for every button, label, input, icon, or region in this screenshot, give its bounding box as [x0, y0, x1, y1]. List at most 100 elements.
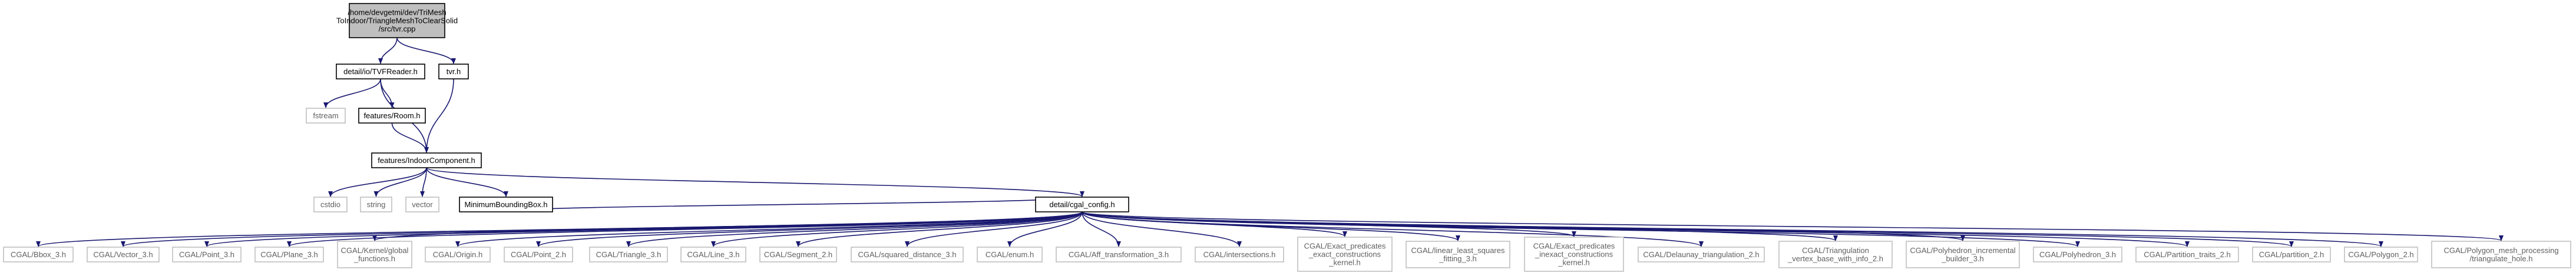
- edge-indoorcomp-to-string: [373, 167, 427, 197]
- node-label-l_trivb-line-1: _vertex_base_with_info_2.h: [1787, 254, 1883, 263]
- node-box-l_poly3: [2033, 247, 2122, 262]
- node-l_epec: CGAL/Exact_predicates_exact_construction…: [1297, 237, 1393, 272]
- edge-minbbox-to-cgalconfig: [505, 196, 1084, 212]
- node-l_plane: CGAL/Plane_3.h: [254, 247, 324, 262]
- node-label-l_parttraits-line-0: CGAL/Partition_traits_2.h: [2144, 250, 2230, 259]
- node-label-vector-line-0: vector: [412, 200, 433, 209]
- node-l_intersect: CGAL/intersections.h: [1195, 247, 1284, 262]
- edge-cgalconfig-to-l_enum: [1007, 211, 1083, 247]
- node-box-l_bbox: [3, 247, 74, 262]
- node-label-l_intersect-line-0: CGAL/intersections.h: [1203, 250, 1276, 259]
- node-label-l_enum-line-0: CGAL/enum.h: [986, 250, 1034, 259]
- node-label-l_sqdist-line-0: CGAL/squared_distance_3.h: [858, 250, 957, 259]
- node-box-l_pmp: [2431, 241, 2571, 268]
- node-label-indoorcomp-line-0: features/IndoorComponent.h: [378, 156, 475, 165]
- node-root[interactable]: /home/devgetmi/dev/TriMeshToIndoor/Trian…: [336, 3, 458, 38]
- node-l_parttraits: CGAL/Partition_traits_2.h: [2135, 247, 2239, 262]
- node-tvfreader[interactable]: detail/io/TVFReader.h: [336, 64, 425, 79]
- node-minbbox[interactable]: MinimumBoundingBox.h: [459, 197, 553, 212]
- node-tvrh[interactable]: tvr.h: [438, 64, 469, 79]
- node-l_afftrans: CGAL/Aff_transformation_3.h: [1056, 247, 1182, 262]
- node-l_sqdist: CGAL/squared_distance_3.h: [851, 247, 964, 262]
- node-label-l_polyinc-line-0: CGAL/Polyhedron_incremental: [1910, 246, 2015, 255]
- node-label-l_epic-line-1: _inexact_constructions: [1535, 250, 1613, 259]
- node-label-l_epec-line-0: CGAL/Exact_predicates: [1304, 242, 1386, 251]
- node-box-l_enum: [977, 247, 1043, 262]
- node-label-l_lsq-line-0: CGAL/linear_least_squares: [1411, 246, 1505, 255]
- node-box-l_point2: [504, 247, 573, 262]
- node-cgalconfig[interactable]: detail/cgal_config.h: [1035, 197, 1129, 212]
- node-box-l_polygon: [2344, 247, 2418, 262]
- node-box-l_trivb: [1778, 241, 1893, 268]
- edge-room-to-indoorcomp: [391, 122, 429, 153]
- node-label-l_pmp-line-1: /triangulate_hole.h: [2470, 254, 2533, 263]
- node-box-string: [360, 197, 392, 212]
- node-label-l_polygon-line-0: CGAL/Polygon_2.h: [2348, 250, 2413, 259]
- edge-cgalconfig-to-l_pmp: [1082, 211, 2504, 241]
- node-label-tvrh-line-0: tvr.h: [447, 67, 461, 76]
- edge-cgalconfig-to-l_intersect: [1082, 211, 1242, 247]
- node-l_trivb: CGAL/Triangulation_vertex_base_with_info…: [1778, 241, 1893, 268]
- node-box-l_segment: [759, 247, 837, 262]
- node-label-fstream-line-0: fstream: [313, 111, 338, 120]
- node-box-room: [358, 108, 426, 124]
- node-label-l_triangle-line-0: CGAL/Triangle_3.h: [596, 250, 662, 259]
- edge-cgalconfig-to-l_kernel: [372, 211, 1083, 241]
- node-l_polyinc: CGAL/Polyhedron_incremental_builder_3.h: [1906, 241, 2020, 268]
- node-label-l_bbox-line-0: CGAL/Bbox_3.h: [11, 250, 66, 259]
- node-label-l_pmp-line-0: CGAL/Polygon_mesh_processing: [2443, 246, 2558, 255]
- edge-indoorcomp-to-vector: [420, 167, 427, 197]
- node-label-l_poly3-line-0: CGAL/Polyhedron_3.h: [2039, 250, 2116, 259]
- node-label-l_epic-line-2: _kernel.h: [1557, 258, 1589, 267]
- node-label-l_lsq-line-1: _fitting_3.h: [1439, 254, 1477, 263]
- node-box-cstdio: [313, 197, 348, 212]
- node-l_point3: CGAL/Point_3.h: [172, 247, 242, 262]
- node-label-l_segment-line-0: CGAL/Segment_2.h: [764, 250, 832, 259]
- node-box-minbbox: [459, 197, 553, 212]
- node-box-l_epec: [1297, 237, 1393, 272]
- node-label-l_trivb-line-0: CGAL/Triangulation: [1802, 246, 1869, 255]
- node-label-l_partition-line-0: CGAL/partition_2.h: [2259, 250, 2324, 259]
- node-label-l_point3-line-0: CGAL/Point_3.h: [179, 250, 234, 259]
- dependency-edges: [36, 37, 2504, 247]
- node-box-tvfreader: [336, 64, 425, 79]
- node-box-cgalconfig: [1035, 197, 1129, 212]
- node-l_delaunay: CGAL/Delaunay_triangulation_2.h: [1638, 247, 1765, 262]
- node-room[interactable]: features/Room.h: [358, 108, 426, 124]
- edge-cgalconfig-to-l_point2: [536, 211, 1083, 247]
- node-label-l_polyinc-line-1: _builder_3.h: [1941, 254, 1984, 263]
- node-box-l_origin: [425, 247, 491, 262]
- node-indoorcomp[interactable]: features/IndoorComponent.h: [371, 152, 482, 168]
- edge-indoorcomp-to-minbbox: [426, 167, 508, 197]
- edge-cgalconfig-to-l_polygon: [1082, 211, 2383, 247]
- node-box-tvrh: [438, 64, 469, 79]
- node-l_point2: CGAL/Point_2.h: [504, 247, 573, 262]
- node-label-root-line-1: ToIndoor/TriangleMeshToClearSolid: [336, 16, 458, 25]
- edge-cgalconfig-to-l_triangle: [626, 211, 1083, 247]
- node-label-root-line-2: /src/tvr.cpp: [379, 25, 416, 34]
- node-box-indoorcomp: [371, 152, 482, 168]
- node-box-l_intersect: [1195, 247, 1284, 262]
- node-label-l_delaunay-line-0: CGAL/Delaunay_triangulation_2.h: [1643, 250, 1759, 259]
- node-box-l_partition: [2252, 247, 2331, 262]
- node-box-l_lsq: [1406, 241, 1510, 268]
- node-box-l_plane: [254, 247, 324, 262]
- node-l_enum: CGAL/enum.h: [977, 247, 1043, 262]
- edge-root-to-tvrh: [396, 37, 456, 64]
- node-l_segment: CGAL/Segment_2.h: [759, 247, 837, 262]
- node-box-fstream: [306, 108, 346, 124]
- edge-cgalconfig-to-l_afftrans: [1082, 211, 1121, 247]
- edge-cgalconfig-to-l_delaunay: [1082, 211, 1704, 247]
- node-label-l_epic-line-0: CGAL/Exact_predicates: [1533, 242, 1615, 251]
- node-box-root: [349, 3, 445, 38]
- node-box-l_triangle: [589, 247, 668, 262]
- node-box-l_afftrans: [1056, 247, 1182, 262]
- node-l_partition: CGAL/partition_2.h: [2252, 247, 2331, 262]
- node-fstream: fstream: [306, 108, 346, 124]
- node-label-l_vector-line-0: CGAL/Vector_3.h: [93, 250, 153, 259]
- node-box-l_sqdist: [851, 247, 964, 262]
- node-label-tvfreader-line-0: detail/io/TVFReader.h: [343, 67, 418, 76]
- edge-root-to-tvfreader: [378, 37, 398, 64]
- node-box-l_point3: [172, 247, 242, 262]
